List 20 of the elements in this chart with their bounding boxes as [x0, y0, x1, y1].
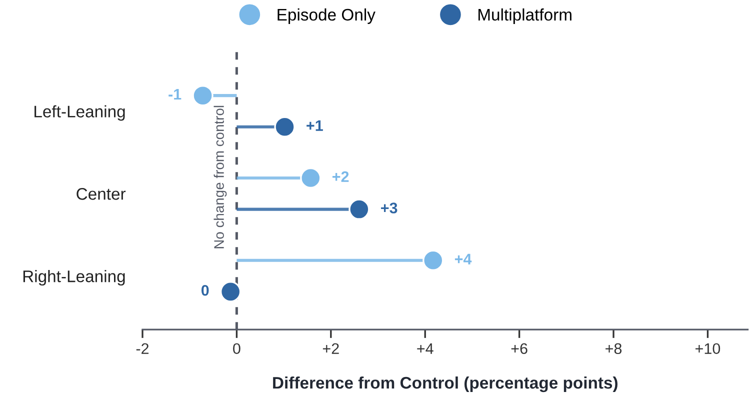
data-label: +3: [381, 202, 398, 214]
data-label: -1: [168, 89, 182, 100]
y-tick-label: Left-Leaning: [34, 105, 125, 121]
y-tick-label: Right-Leaning: [23, 270, 125, 286]
x-tick-label: -2: [136, 343, 149, 354]
legend-label: Multiplatform: [478, 8, 572, 24]
data-label: 0: [201, 284, 209, 296]
data-label: +4: [454, 254, 472, 264]
x-axis-title: Difference from Control (percentage points): [273, 376, 618, 392]
y-tick-label: Center: [76, 188, 126, 200]
ref-line-label: No change from control: [214, 106, 227, 248]
x-tick-label: +4: [417, 343, 434, 354]
x-tick-label: +8: [606, 343, 622, 354]
data-label: +1: [306, 120, 323, 131]
x-tick-label: +6: [511, 343, 528, 354]
x-tick-label: +10: [696, 343, 720, 354]
x-tick-label: +2: [322, 343, 339, 354]
legend-label: Episode Only: [278, 8, 376, 24]
data-label: +2: [332, 171, 349, 182]
x-tick-label: 0: [233, 343, 240, 354]
